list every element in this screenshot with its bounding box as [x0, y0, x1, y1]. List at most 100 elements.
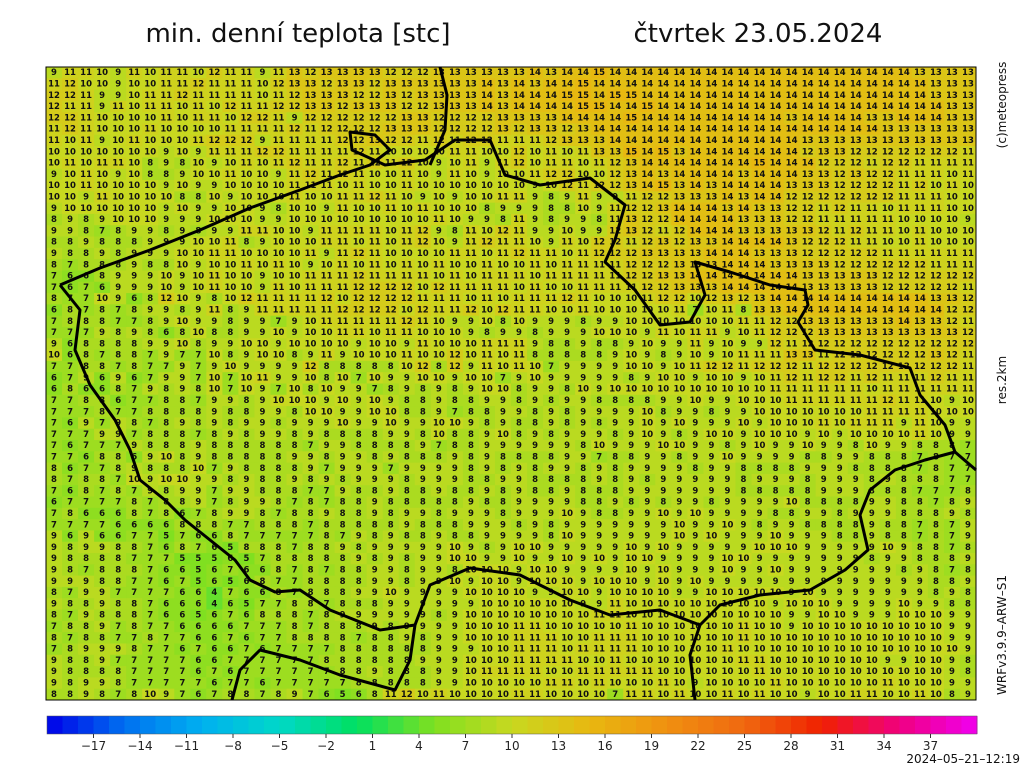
temperature-cell — [799, 89, 817, 102]
temperature-label: 9 — [356, 339, 362, 349]
temperature-label: 10 — [754, 396, 766, 406]
temperature-label: 9 — [660, 396, 666, 406]
temperature-cell — [414, 146, 432, 158]
temperature-cell — [110, 157, 127, 170]
temperature-cell — [943, 236, 961, 249]
temperature-label: 11 — [48, 136, 60, 146]
temperature-cell — [719, 247, 736, 260]
temperature-label: 10 — [289, 260, 301, 270]
temperature-label: 10 — [176, 317, 188, 327]
temperature-cell — [446, 225, 464, 238]
temperature-label: 13 — [625, 226, 637, 236]
temperature-cell — [254, 225, 271, 238]
temperature-cell — [527, 225, 544, 238]
temperature-label: 12 — [369, 79, 381, 89]
temperature-label: 9 — [260, 396, 266, 406]
temperature-label: 8 — [115, 339, 121, 349]
temperature-label: 11 — [866, 204, 878, 214]
temperature-label: 12 — [818, 362, 830, 372]
temperature-cell — [543, 134, 560, 147]
temperature-label: 11 — [930, 249, 942, 259]
temperature-label: 11 — [112, 159, 124, 169]
temperature-cell — [687, 202, 704, 215]
temperature-label: 13 — [337, 68, 349, 78]
temperature-cell — [783, 100, 801, 113]
temperature-cell — [334, 134, 352, 147]
temperature-cell — [158, 225, 175, 238]
temperature-label: 12 — [946, 272, 958, 282]
temperature-label: 14 — [641, 91, 653, 101]
temperature-cell — [254, 281, 271, 294]
temperature-cell — [78, 236, 95, 249]
temperature-cell — [398, 247, 416, 260]
temperature-cell — [735, 134, 753, 147]
temperature-label: 13 — [882, 136, 894, 146]
temperature-cell — [735, 304, 753, 317]
temperature-cell — [110, 259, 127, 271]
temperature-label: 14 — [673, 125, 685, 135]
temperature-cell — [238, 315, 255, 328]
temperature-label: 13 — [946, 113, 958, 123]
temperature-label: 13 — [353, 102, 365, 112]
temperature-cell — [126, 100, 143, 113]
temperature-cell — [46, 259, 63, 271]
temperature-label: 12 — [401, 91, 413, 101]
temperature-label: 13 — [802, 351, 814, 361]
temperature-cell — [238, 213, 255, 226]
temperature-label: 10 — [48, 192, 60, 202]
temperature-cell — [543, 247, 560, 260]
temperature-cell — [751, 236, 769, 249]
temperature-label: 9 — [115, 283, 121, 293]
temperature-cell — [254, 236, 271, 249]
temperature-label: 10 — [385, 181, 397, 191]
temperature-cell — [735, 168, 753, 181]
temperature-cell — [206, 236, 223, 249]
temperature-cell — [735, 112, 753, 125]
temperature-cell — [222, 168, 239, 181]
temperature-cell — [462, 146, 480, 158]
temperature-cell — [879, 168, 897, 181]
temperature-cell — [286, 247, 304, 260]
temperature-label: 11 — [96, 192, 108, 202]
temperature-label: 11 — [305, 147, 317, 157]
temperature-cell — [350, 304, 368, 317]
temperature-cell — [719, 100, 736, 113]
temperature-label: 8 — [195, 339, 201, 349]
temperature-cell — [799, 134, 817, 147]
temperature-label: 7 — [51, 328, 57, 338]
temperature-cell — [863, 123, 881, 136]
temperature-cell — [559, 134, 576, 147]
temperature-cell — [527, 180, 544, 192]
temperature-cell — [879, 281, 897, 294]
temperature-label: 10 — [625, 306, 637, 316]
temperature-cell — [527, 89, 544, 102]
temperature-cell — [655, 168, 672, 181]
temperature-label: 10 — [257, 339, 269, 349]
temperature-cell — [238, 293, 255, 305]
temperature-cell — [206, 67, 223, 79]
temperature-label: 13 — [930, 125, 942, 135]
temperature-label: 13 — [930, 68, 942, 78]
temperature-cell — [382, 202, 400, 215]
temperature-label: 10 — [706, 306, 718, 316]
temperature-cell — [687, 89, 704, 102]
temperature-label: 7 — [83, 407, 89, 417]
temperature-label: 8 — [644, 396, 650, 406]
temperature-label: 13 — [673, 283, 685, 293]
temperature-label: 13 — [770, 215, 782, 225]
temperature-label: 10 — [224, 283, 236, 293]
temperature-label: 9 — [548, 226, 554, 236]
temperature-label: 12 — [866, 181, 878, 191]
temperature-label: 10 — [625, 362, 637, 372]
temperature-cell — [158, 100, 175, 113]
temperature-cell — [270, 146, 288, 158]
temperature-label: 11 — [257, 125, 269, 135]
temperature-label: 9 — [195, 306, 201, 316]
temperature-label: 10 — [337, 373, 349, 383]
temperature-cell — [350, 247, 368, 260]
temperature-cell — [703, 236, 720, 249]
temperature-cell — [719, 202, 736, 215]
temperature-label: 11 — [577, 260, 589, 270]
temperature-cell — [863, 213, 881, 226]
temperature-cell — [847, 213, 865, 226]
